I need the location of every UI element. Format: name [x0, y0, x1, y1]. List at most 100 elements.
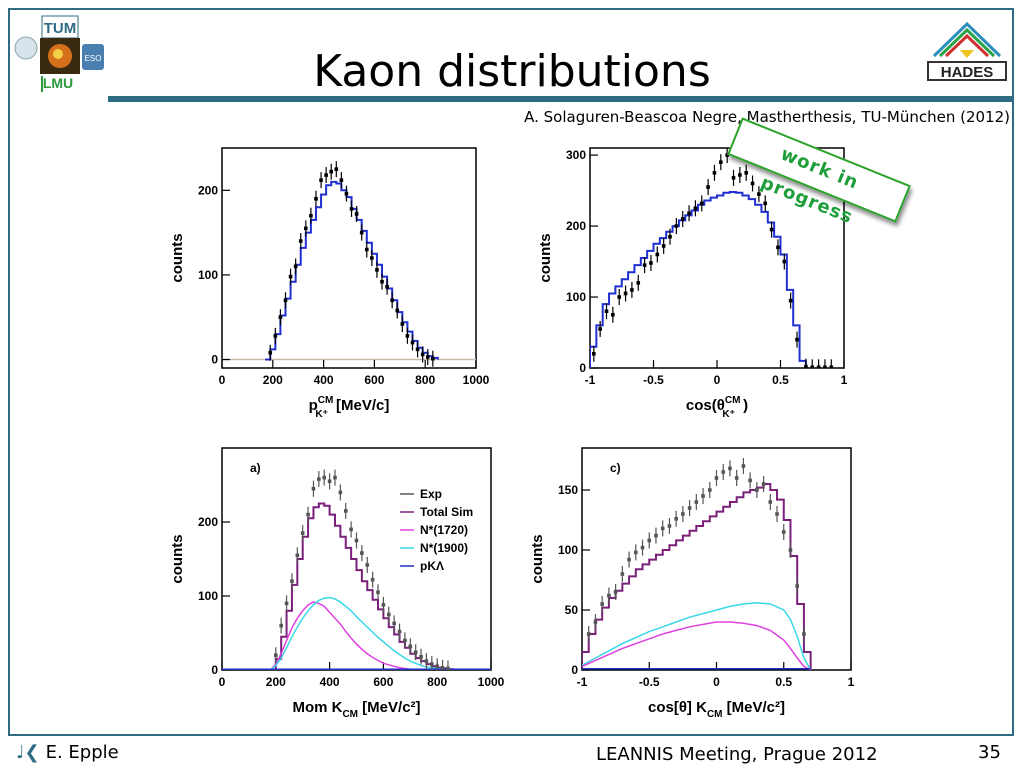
data-point	[295, 553, 300, 558]
page-number: 35	[978, 742, 1001, 763]
data-point	[769, 227, 774, 232]
y-axis-label: counts	[537, 233, 554, 282]
x-axis-label-main: Mom K	[292, 699, 342, 716]
x-tick-label: 0	[713, 675, 720, 689]
data-point	[620, 572, 625, 576]
data-point	[649, 261, 653, 265]
data-point	[795, 337, 799, 342]
data-point	[781, 530, 786, 534]
data-point	[268, 350, 273, 355]
data-point	[392, 621, 396, 626]
eso-logo	[82, 44, 104, 70]
hades-logo: HADES	[927, 21, 1007, 81]
data-point	[333, 475, 337, 480]
data-point	[408, 644, 413, 649]
y-tick-label: 200	[198, 183, 218, 197]
data-point	[755, 488, 759, 492]
data-point	[431, 356, 435, 361]
x-axis-label-unit: [MeV/c²]	[723, 699, 786, 716]
x-tick-label: 0.5	[775, 675, 792, 689]
data-point	[381, 603, 386, 607]
x-tick-label: 1	[848, 675, 855, 689]
x-axis-label-sup: CM	[725, 395, 741, 406]
data-point	[598, 327, 602, 331]
x-axis-label-main: cos[θ] K	[648, 699, 707, 716]
data-point	[440, 665, 445, 670]
data-point	[279, 623, 283, 628]
page-title: Kaon distributions	[313, 46, 711, 97]
data-point	[634, 550, 638, 555]
data-point	[761, 482, 766, 486]
data-point	[681, 512, 685, 516]
slide-frame	[8, 8, 1014, 736]
legend-entry: N*(1720)	[420, 523, 468, 537]
plot-frame	[221, 147, 477, 369]
footer-meeting: LEANNIS Meeting, Prague 2012	[596, 744, 878, 765]
x-axis-label-main: p	[309, 397, 318, 414]
data-point	[405, 334, 410, 338]
data-point	[380, 279, 384, 284]
data-point	[327, 479, 332, 484]
data-point	[288, 274, 293, 279]
x-tick-label: 0	[219, 373, 226, 387]
data-point	[734, 476, 739, 480]
data-point	[776, 245, 780, 250]
x-tick-label: -1	[585, 373, 596, 387]
data-point	[395, 308, 400, 313]
x-tick-label: -0.5	[643, 373, 664, 387]
data-point	[655, 252, 660, 257]
data-point	[693, 206, 698, 211]
data-point	[370, 256, 374, 260]
footer-author: ♩❮ E. Epple	[16, 742, 119, 763]
x-tick-label: 0	[219, 675, 226, 689]
y-axis-label: counts	[169, 233, 186, 282]
data-point	[314, 196, 318, 201]
data-point	[617, 295, 622, 299]
y-tick-label: 50	[565, 603, 579, 617]
x-tick-label: 1000	[478, 675, 505, 689]
data-point	[386, 612, 391, 617]
citation: A. Solaguren-Beascoa Negre, Mastherthesi…	[524, 108, 1010, 126]
data-point	[775, 512, 779, 516]
x-tick-label: 0.5	[772, 373, 789, 387]
data-point	[600, 602, 604, 606]
data-point	[647, 538, 652, 543]
data-point	[284, 601, 289, 606]
data-point	[446, 666, 450, 670]
data-point	[419, 654, 423, 659]
data-point	[804, 364, 808, 368]
chart-bottom-left: 0 200 400 600 800 1000 0 100 200 counts Mom KCM [M…	[169, 447, 505, 720]
y-tick-label: 0	[579, 361, 586, 375]
data-point	[741, 464, 746, 468]
data-point	[339, 178, 344, 182]
x-axis-label-unit: )	[739, 397, 748, 414]
data-point	[354, 212, 359, 216]
data-point	[707, 488, 712, 492]
data-point	[728, 466, 732, 471]
data-point	[810, 365, 815, 368]
series-1	[582, 602, 812, 670]
x-tick-label: 1	[841, 373, 848, 387]
panel-label: c)	[610, 461, 621, 475]
x-axis-label-unit: [MeV/c]	[332, 397, 390, 414]
y-tick-label: 100	[566, 290, 586, 304]
data-point	[674, 517, 678, 521]
data-point	[592, 352, 596, 356]
data-point	[788, 298, 793, 303]
data-point	[354, 538, 359, 543]
data-point	[424, 659, 429, 663]
data-point	[319, 178, 323, 182]
legend-entry: pKΛ	[420, 559, 444, 573]
data-point	[744, 171, 749, 175]
svg-text:ESO: ESO	[85, 54, 102, 63]
x-tick-label: 1000	[463, 373, 490, 387]
data-point	[300, 531, 305, 535]
data-point	[298, 239, 303, 243]
x-tick-label: 800	[427, 675, 447, 689]
y-axis-label: counts	[169, 534, 186, 583]
data-point	[334, 167, 339, 171]
series-exp	[274, 469, 450, 670]
data-point	[719, 160, 723, 164]
data-point	[349, 527, 353, 532]
data-point	[674, 224, 679, 228]
